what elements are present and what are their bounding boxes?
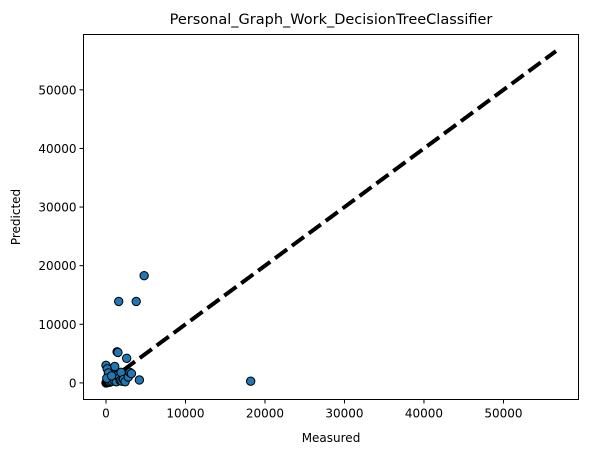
scatter-point xyxy=(121,353,132,363)
scatter-point xyxy=(245,376,256,386)
y-tick-label: 40000 xyxy=(38,142,76,156)
scatter-point xyxy=(126,368,137,379)
scatter-points xyxy=(101,270,256,388)
x-tick-label: 0 xyxy=(102,407,110,421)
scatter-point xyxy=(114,296,124,307)
y-axis-ticks: 0 10000 20000 30000 40000 50000 xyxy=(38,83,84,390)
scatter-point xyxy=(134,375,145,385)
x-tick-label: 50000 xyxy=(484,407,522,421)
reference-line xyxy=(104,49,558,385)
reference-line-layer xyxy=(104,49,558,385)
x-tick-label: 20000 xyxy=(246,407,284,421)
y-tick-label: 20000 xyxy=(38,259,76,273)
x-tick-label: 30000 xyxy=(325,407,363,421)
plot-border xyxy=(83,34,579,400)
y-axis-label: Predicted xyxy=(9,189,23,245)
scatter-point xyxy=(131,296,141,307)
x-axis-ticks: 0 10000 20000 30000 40000 50000 xyxy=(102,399,523,421)
y-tick-label: 10000 xyxy=(38,318,76,332)
y-tick-label: 50000 xyxy=(38,83,76,97)
y-tick-label: 30000 xyxy=(38,201,76,215)
x-tick-label: 40000 xyxy=(405,407,443,421)
y-tick-label: 0 xyxy=(69,376,77,390)
scatter-point xyxy=(113,347,123,358)
chart-title: Personal_Graph_Work_DecisionTreeClassifi… xyxy=(170,12,493,28)
x-tick-label: 10000 xyxy=(166,407,204,421)
scatter-point xyxy=(139,270,149,281)
x-axis-label: Measured xyxy=(302,431,361,445)
scatter-point xyxy=(106,371,117,381)
